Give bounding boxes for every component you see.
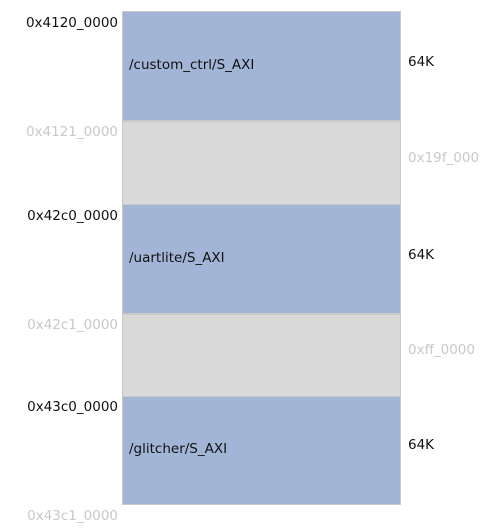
address-segment-uartlite[interactable]: /uartlite/S_AXI bbox=[122, 204, 401, 314]
segment-size: 64K bbox=[408, 247, 435, 263]
segment-name: /glitcher/S_AXI bbox=[129, 441, 228, 457]
segment-start-address: 0x4120_0000 bbox=[25, 15, 118, 31]
segment-start-address: 0x42c0_0000 bbox=[27, 208, 118, 224]
segment-start-address: 0x43c0_0000 bbox=[27, 399, 118, 415]
segment-end-address: 0x4121_0000 bbox=[25, 124, 118, 140]
segment-end-address: 0x42c1_0000 bbox=[27, 317, 118, 333]
address-segment-custom-ctrl[interactable]: /custom_ctrl/S_AXI bbox=[122, 11, 401, 121]
segment-size: 64K bbox=[408, 437, 435, 453]
address-gap bbox=[122, 121, 401, 205]
segment-name: /custom_ctrl/S_AXI bbox=[129, 57, 255, 73]
segment-end-address: 0x43c1_0000 bbox=[27, 508, 118, 524]
gap-size: 0xff_0000 bbox=[408, 342, 475, 358]
address-segment-glitcher[interactable]: /glitcher/S_AXI bbox=[122, 396, 401, 505]
segment-size: 64K bbox=[408, 54, 435, 70]
segment-name: /uartlite/S_AXI bbox=[129, 250, 225, 266]
gap-size: 0x19f_0000 bbox=[408, 150, 480, 166]
address-gap bbox=[122, 314, 401, 397]
